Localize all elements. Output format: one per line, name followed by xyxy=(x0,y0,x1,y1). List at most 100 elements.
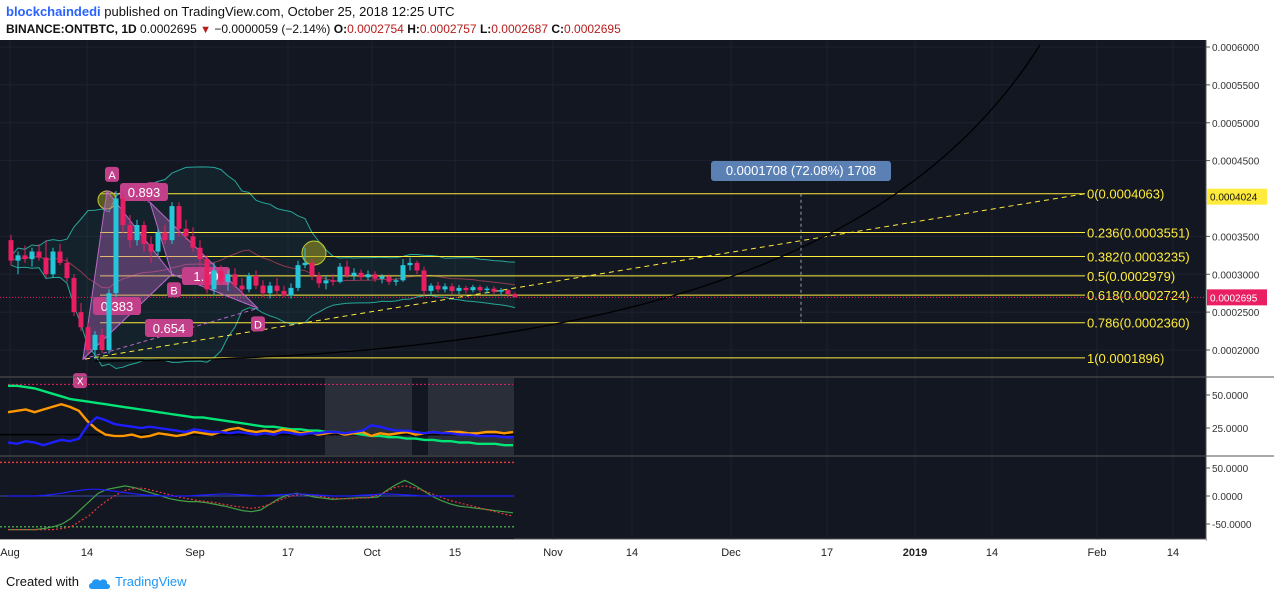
osc-series-line xyxy=(8,488,513,497)
candle-body xyxy=(379,276,385,279)
price-tag-label: 0.0004024 xyxy=(1210,193,1258,204)
candle-body xyxy=(99,334,105,350)
candle-body xyxy=(169,206,175,241)
author-name[interactable]: blockchaindedi xyxy=(6,4,101,19)
fib-level-label: 0.382(0.0003235) xyxy=(1087,249,1190,264)
osc-tick-label: 0.0000 xyxy=(1212,492,1243,503)
candle-body xyxy=(197,247,203,260)
time-tick-label: 15 xyxy=(449,547,461,559)
measure-label: 0.0001708 (72.08%) 1708 xyxy=(726,163,876,178)
candle-body xyxy=(120,198,126,226)
candle-body xyxy=(204,259,210,290)
time-tick-label: 2019 xyxy=(903,547,927,559)
candle-body xyxy=(498,290,504,292)
candle-body xyxy=(176,206,182,229)
axes: Aug 14 Sep 17 Oct 15 Nov 14 Dec 17 2019 14 Feb 14 0.00… xyxy=(0,43,1274,559)
price-tick-label: 0.0004500 xyxy=(1212,157,1260,168)
close-label: C: xyxy=(551,22,565,36)
candle-body xyxy=(477,287,483,291)
price-tick-label: 0.0002500 xyxy=(1212,308,1260,319)
pattern-ratio-badge xyxy=(93,297,141,315)
fib-level-label: 0.786(0.0002360) xyxy=(1087,316,1190,331)
price-tick-label: 0.0005000 xyxy=(1212,119,1260,130)
candle-body xyxy=(64,262,70,279)
fib-level-label: 1(0.0001896) xyxy=(1087,351,1164,366)
candle-body xyxy=(330,280,336,282)
candle-body xyxy=(435,285,441,290)
candle-body xyxy=(267,285,273,294)
candle-body xyxy=(372,274,378,279)
dashed-trend-line xyxy=(84,193,1086,360)
candle-body xyxy=(449,286,455,291)
pattern-ratio-badge xyxy=(120,183,168,201)
candle-body xyxy=(344,266,350,276)
dmi-tick-label: 25.0000 xyxy=(1212,424,1249,435)
price-tag-label: 0.0002695 xyxy=(1210,293,1258,304)
pattern-ratio-label: 0.654 xyxy=(153,321,186,336)
pattern-ratio-badge xyxy=(145,319,193,337)
time-tick-label: Dec xyxy=(721,547,741,559)
osc-tick-label: -50.0000 xyxy=(1212,520,1252,531)
fib-level-label: 0.618(0.0002724) xyxy=(1087,288,1190,303)
published-info: published on TradingView.com, October 25… xyxy=(104,4,455,19)
time-tick-label: Nov xyxy=(543,547,563,559)
candle-body xyxy=(351,272,357,276)
fib-level-label: 0.236(0.0003551) xyxy=(1087,226,1190,241)
candle-body xyxy=(85,327,91,350)
candle-body xyxy=(337,266,343,282)
time-tick-label: Sep xyxy=(185,547,205,559)
candle-body xyxy=(414,262,420,271)
candle-body xyxy=(407,262,413,266)
candle-body xyxy=(127,225,133,241)
candle-body xyxy=(288,287,294,296)
candle-body xyxy=(183,228,189,237)
pattern-point-badge xyxy=(105,166,119,182)
candle-body xyxy=(141,225,147,244)
highlight-circle xyxy=(301,240,327,266)
time-tick-label: 14 xyxy=(986,547,998,559)
candle-body xyxy=(484,288,490,291)
candle-body xyxy=(148,243,154,252)
band-fill xyxy=(11,166,515,369)
candle-body xyxy=(8,240,14,261)
pattern-point-badge xyxy=(167,282,181,298)
dmi-tick-label: 50.0000 xyxy=(1212,391,1249,402)
upper-band xyxy=(10,166,516,263)
candle-body xyxy=(155,232,161,252)
candle-body xyxy=(134,225,140,241)
price-tag xyxy=(1207,188,1267,205)
price-tick-label: 0.0003000 xyxy=(1212,270,1260,281)
chart-header-symbol: BINANCE:ONTBTC, 1D 0.0002695 ▼ −0.000005… xyxy=(6,22,621,36)
candle-body xyxy=(316,275,322,284)
high-label: H: xyxy=(407,22,420,36)
fib-level-label: 0.5(0.0002979) xyxy=(1087,269,1175,284)
osc-tick-label: 50.0000 xyxy=(1212,464,1249,475)
candle-body xyxy=(428,285,434,291)
time-axis xyxy=(0,539,1206,566)
symbol-label: BINANCE:ONTBTC, 1D xyxy=(6,22,137,36)
candle-body xyxy=(512,293,518,297)
pattern-point-label: B xyxy=(170,285,177,297)
candle-body xyxy=(71,278,77,313)
low-label: L: xyxy=(479,22,492,36)
created-with-label: Created with xyxy=(6,574,79,589)
time-tick-label: Aug xyxy=(0,547,20,559)
candle-body xyxy=(470,287,476,291)
candle-body xyxy=(57,251,63,263)
fibonacci-levels: 0(0.0004063) 0.236(0.0003551) 0.382(0.0003… xyxy=(100,187,1190,366)
time-tick-label: 14 xyxy=(81,547,93,559)
candle-body xyxy=(225,274,231,282)
fib-level-label: 0(0.0004063) xyxy=(1087,187,1164,202)
candle-body xyxy=(463,287,469,291)
candle-body xyxy=(253,275,259,286)
pattern-ratio-label: 0.893 xyxy=(128,185,161,200)
tradingview-brand-link[interactable]: TradingView xyxy=(114,574,187,589)
tradingview-cloud-icon xyxy=(88,578,110,589)
candle-body xyxy=(92,334,98,350)
osc-series-line xyxy=(8,485,514,531)
candle-body xyxy=(456,287,462,291)
candle-body xyxy=(323,280,329,284)
price-chart[interactable]: 0(0.0004063) 0.236(0.0003551) 0.382(0.0003… xyxy=(0,40,1274,566)
candle-body xyxy=(393,280,399,282)
open-value: 0.0002754 xyxy=(347,22,404,36)
